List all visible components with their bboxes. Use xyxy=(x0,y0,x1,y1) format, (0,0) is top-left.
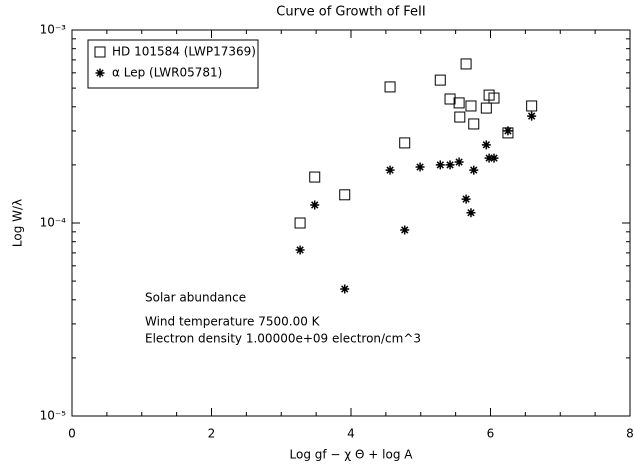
square-marker xyxy=(444,93,456,105)
asterisk-marker xyxy=(95,68,105,78)
x-tick-label: 6 xyxy=(487,427,495,441)
square-marker xyxy=(309,171,321,183)
asterisk-marker xyxy=(527,111,537,121)
x-tick-label: 0 xyxy=(68,427,76,441)
y-tick-label: 10⁻³ xyxy=(40,23,67,37)
square-marker xyxy=(468,118,480,130)
asterisk-marker xyxy=(489,153,499,163)
x-tick-label: 2 xyxy=(208,427,216,441)
square-marker xyxy=(434,74,446,86)
square-marker xyxy=(94,46,106,58)
legend-label: HD 101584 (LWP17369) xyxy=(112,45,256,59)
square-marker xyxy=(399,137,411,149)
annotation: Solar abundance xyxy=(145,291,246,305)
asterisk-marker xyxy=(385,165,395,175)
asterisk-marker xyxy=(295,245,305,255)
y-axis-label: Log W/λ xyxy=(11,199,25,247)
y-tick-label: 10⁻⁴ xyxy=(40,216,67,230)
square-marker xyxy=(460,58,472,70)
square-marker xyxy=(454,111,466,123)
y-tick-label: 10⁻⁵ xyxy=(40,409,67,423)
asterisk-marker xyxy=(454,157,464,167)
asterisk-marker xyxy=(340,284,350,294)
asterisk-marker xyxy=(469,165,479,175)
square-marker xyxy=(488,92,500,104)
asterisk-marker xyxy=(310,200,320,210)
asterisk-marker xyxy=(445,160,455,170)
annotation: Wind temperature 7500.00 K xyxy=(145,315,321,329)
square-marker xyxy=(339,189,351,201)
legend xyxy=(87,39,259,89)
x-tick-label: 4 xyxy=(347,427,355,441)
chart-title: Curve of Growth of FeII xyxy=(276,5,425,20)
square-marker xyxy=(384,81,396,93)
asterisk-marker xyxy=(400,225,410,235)
asterisk-marker xyxy=(435,160,445,170)
x-tick-label: 8 xyxy=(626,427,634,441)
square-marker xyxy=(294,217,306,229)
annotation: Electron density 1.00000e+09 electron/cm… xyxy=(145,332,421,346)
x-axis-label: Log gf − χ Θ + log A xyxy=(290,448,414,462)
square-marker xyxy=(465,100,477,112)
asterisk-marker xyxy=(466,208,476,218)
square-marker xyxy=(480,102,492,114)
asterisk-marker xyxy=(461,194,471,204)
legend-label: α Lep (LWR05781) xyxy=(112,66,222,80)
asterisk-marker xyxy=(481,140,491,150)
asterisk-marker xyxy=(503,126,513,136)
square-marker xyxy=(453,97,465,109)
asterisk-marker xyxy=(484,153,494,163)
asterisk-marker xyxy=(415,162,425,172)
square-marker xyxy=(526,100,538,112)
